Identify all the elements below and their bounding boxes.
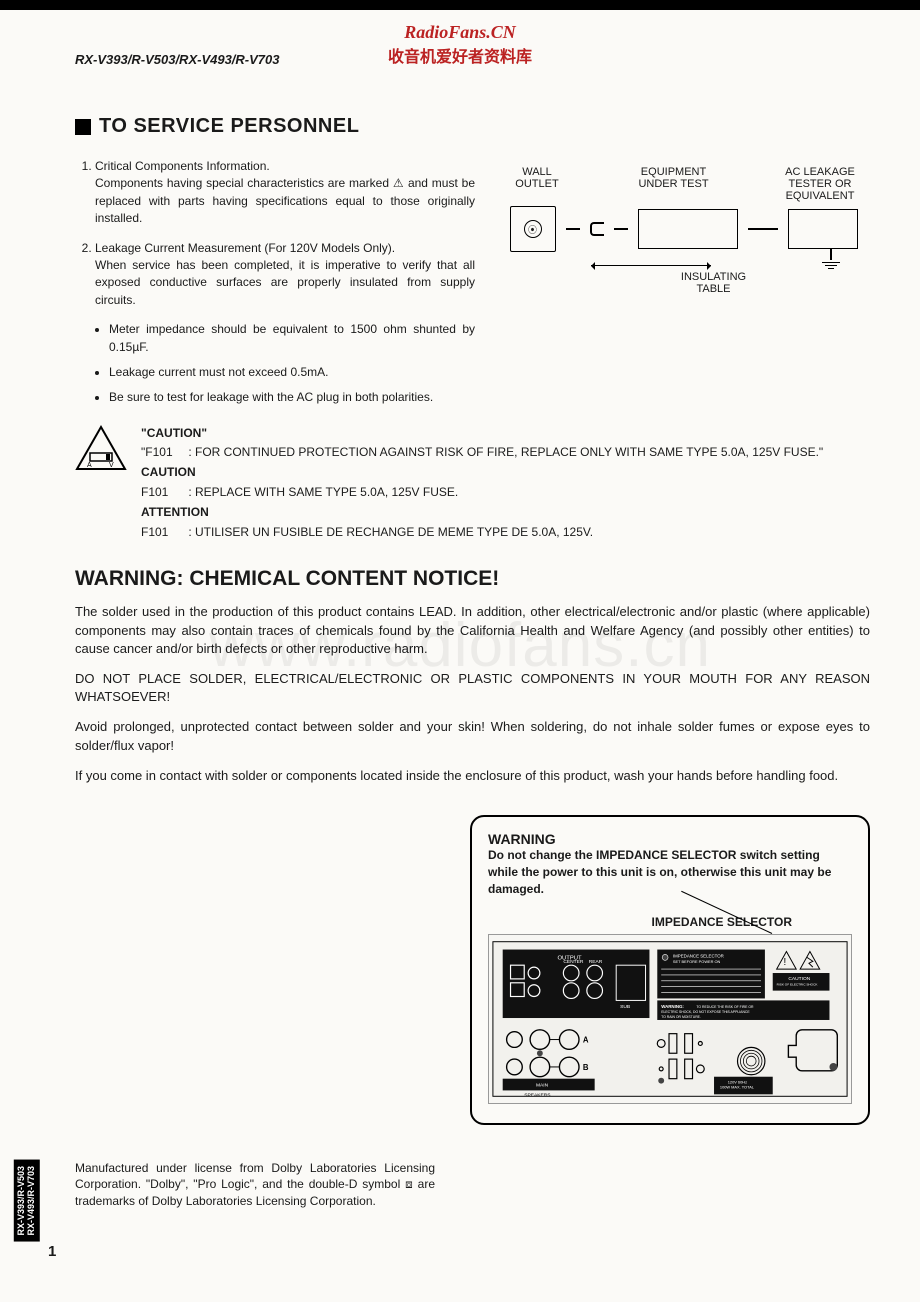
equipment-box-icon (638, 209, 738, 249)
fuse-ref-3: F101 (141, 524, 185, 541)
panel-caution-label: CAUTION (788, 976, 810, 982)
watermark-line1: RadioFans.CN (388, 22, 532, 43)
item-2-title: Leakage Current Measurement (For 120V Mo… (95, 241, 395, 255)
warning-triangle-icon: A V (75, 425, 127, 544)
watermark-line2: 收音机爱好者资料库 (388, 43, 532, 67)
plug-icon (590, 222, 604, 236)
ground-symbol-icon (822, 248, 840, 271)
panel-sub-label: SUB (620, 1005, 630, 1011)
svg-text:RISK OF ELECTRIC SHOCK: RISK OF ELECTRIC SHOCK (777, 983, 819, 987)
diagram-label-tester: AC LEAKAGE TESTER OR EQUIVALENT (770, 166, 870, 202)
site-watermark: RadioFans.CN 收音机爱好者资料库 (388, 22, 532, 67)
caution-label-2: CAUTION (141, 465, 196, 479)
section-title-text: TO SERVICE PERSONNEL (99, 115, 359, 138)
warning-heading: WARNING: CHEMICAL CONTENT NOTICE! (75, 567, 870, 591)
side-tab: RX-V393/R-V503 RX-V493/R-V703 (14, 1160, 40, 1242)
panel-impsel-label: IMPEDANCE SELECTOR (673, 954, 724, 959)
dolby-license-note: Manufactured under license from Dolby La… (75, 1160, 435, 1210)
bullet-2: Leakage current must not exceed 0.5mA. (109, 364, 475, 381)
impedance-warning-box: WARNING Do not change the IMPEDANCE SELE… (470, 815, 870, 1125)
item-2-body: When service has been completed, it is i… (95, 258, 475, 307)
bullet-3: Be sure to test for leakage with the AC … (109, 389, 475, 406)
item-1-body: Components having special characteristic… (95, 176, 475, 225)
diagram-label-equipment: EQUIPMENT UNDER TEST (619, 166, 729, 202)
wall-outlet-icon: ⦿ (510, 206, 556, 252)
warning-p2: DO NOT PLACE SOLDER, ELECTRICAL/ELECTRON… (75, 670, 870, 706)
double-arrow-icon (591, 265, 711, 267)
rear-panel-diagram: OUTPUT CENTER REAR SUB IMPEDANCE SELECTO… (488, 934, 852, 1104)
caution-text-2: : REPLACE WITH SAME TYPE 5.0A, 125V FUSE… (188, 485, 458, 499)
svg-text:A: A (87, 462, 92, 469)
panel-main-label: MAIN (536, 1083, 549, 1089)
warning-p1: The solder used in the production of thi… (75, 603, 870, 658)
fuse-ref-1: "F101 (141, 444, 185, 461)
svg-text:V: V (109, 462, 114, 469)
bullet-1: Meter impedance should be equivalent to … (109, 321, 475, 356)
caution-text-1: : FOR CONTINUED PROTECTION AGAINST RISK … (188, 445, 823, 459)
list-item-1: Critical Components Information. Compone… (95, 158, 475, 228)
panel-b-label: B (583, 1063, 589, 1072)
fuse-ref-2: F101 (141, 484, 185, 501)
panel-warning-label: WARNING: (661, 1005, 684, 1010)
two-column: Critical Components Information. Compone… (75, 158, 870, 415)
warning-box-title: WARNING (488, 831, 852, 847)
panel-rear-label: REAR (589, 960, 603, 966)
svg-text:SET BEFORE POWER ON: SET BEFORE POWER ON (673, 960, 721, 965)
caution-text: "CAUTION" "F101 : FOR CONTINUED PROTECTI… (141, 425, 823, 544)
list-item-2: Leakage Current Measurement (For 120V Mo… (95, 240, 475, 310)
svg-text:100W MAX. TOTAL: 100W MAX. TOTAL (720, 1085, 755, 1090)
attention-text: : UTILISER UN FUSIBLE DE RECHANGE DE MEM… (188, 525, 593, 539)
caution-block: A V "CAUTION" "F101 : FOR CONTINUED PROT… (75, 425, 870, 544)
warning-p3: Avoid prolonged, unprotected contact bet… (75, 718, 870, 754)
caution-label-1: "CAUTION" (141, 426, 207, 440)
diagram-label-wall: WALL OUTLET (497, 166, 577, 202)
attention-label: ATTENTION (141, 505, 209, 519)
page: RadioFans.CN 收音机爱好者资料库 RX-V393/R-V503/RX… (0, 0, 920, 1302)
diagram-label-insulating: INSULATING TABLE (557, 271, 870, 295)
svg-text:TO REDUCE THE RISK OF FIRE OR: TO REDUCE THE RISK OF FIRE OR (696, 1006, 754, 1010)
item-1-title: Critical Components Information. (95, 159, 270, 173)
svg-text:!: ! (783, 958, 786, 969)
svg-text:ELECTRIC SHOCK, DO NOT EXPOSE: ELECTRIC SHOCK, DO NOT EXPOSE THIS APPLI… (661, 1010, 750, 1014)
page-number: 1 (48, 1243, 56, 1260)
warning-box-text: Do not change the IMPEDANCE SELECTOR swi… (488, 847, 852, 897)
panel-speakers-label: SPEAKERS (524, 1093, 551, 1099)
left-text-column: Critical Components Information. Compone… (75, 158, 475, 415)
section-title: TO SERVICE PERSONNEL (75, 115, 870, 138)
tester-box-icon (788, 209, 858, 249)
panel-a-label: A (583, 1036, 589, 1045)
warning-p4: If you come in contact with solder or co… (75, 767, 870, 785)
svg-text:TO RAIN OR MOISTURE.: TO RAIN OR MOISTURE. (661, 1015, 701, 1019)
panel-center-label: CENTER (563, 960, 584, 966)
square-bullet-icon (75, 119, 91, 135)
leakage-diagram: WALL OUTLET EQUIPMENT UNDER TEST AC LEAK… (497, 158, 870, 415)
